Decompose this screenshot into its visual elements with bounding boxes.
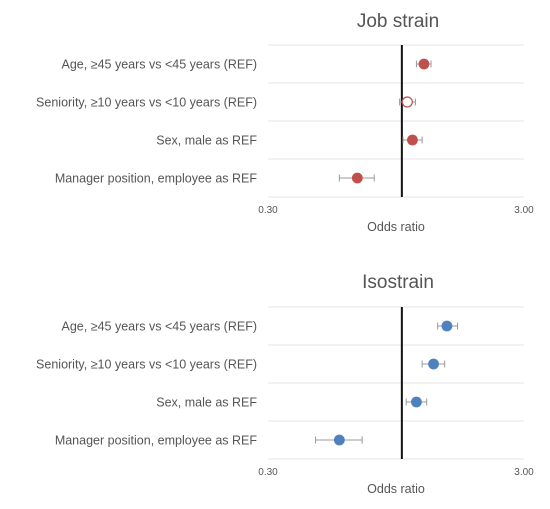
row-label: Age, ≥45 years vs <45 years (REF) <box>62 320 257 334</box>
row-label: Age, ≥45 years vs <45 years (REF) <box>62 58 257 72</box>
row-label: Seniority, ≥10 years vs <10 years (REF) <box>36 96 257 110</box>
odds-ratio-point <box>401 96 413 108</box>
row-label: Manager position, employee as REF <box>55 434 258 448</box>
odds-ratio-point <box>333 434 345 446</box>
forest-panel-2: Isostrain Age, ≥45 years vs <45 years (RE… <box>36 272 534 496</box>
row-label: Manager position, employee as REF <box>55 172 258 186</box>
row-label: Sex, male as REF <box>156 134 257 148</box>
x-tick-label: 0.30 <box>258 205 278 216</box>
x-axis-label: Odds ratio <box>367 220 425 234</box>
row-label: Seniority, ≥10 years vs <10 years (REF) <box>36 358 257 372</box>
odds-ratio-point <box>418 58 430 70</box>
odds-ratio-point <box>441 320 453 332</box>
odds-ratio-point <box>411 396 422 408</box>
x-axis-label: Odds ratio <box>367 482 425 496</box>
odds-ratio-point <box>407 134 418 146</box>
x-tick-label: 3.00 <box>514 467 534 478</box>
x-tick-label: 3.00 <box>514 205 534 216</box>
forest-panel-1: Job strain Age, ≥45 years vs <45 years (R… <box>36 11 534 234</box>
odds-ratio-point <box>428 358 439 370</box>
x-tick-label: 0.30 <box>258 467 278 478</box>
chart-title: Job strain <box>357 11 439 32</box>
chart-title: Isostrain <box>362 272 434 293</box>
row-label: Sex, male as REF <box>156 396 257 410</box>
odds-ratio-point <box>351 172 363 184</box>
